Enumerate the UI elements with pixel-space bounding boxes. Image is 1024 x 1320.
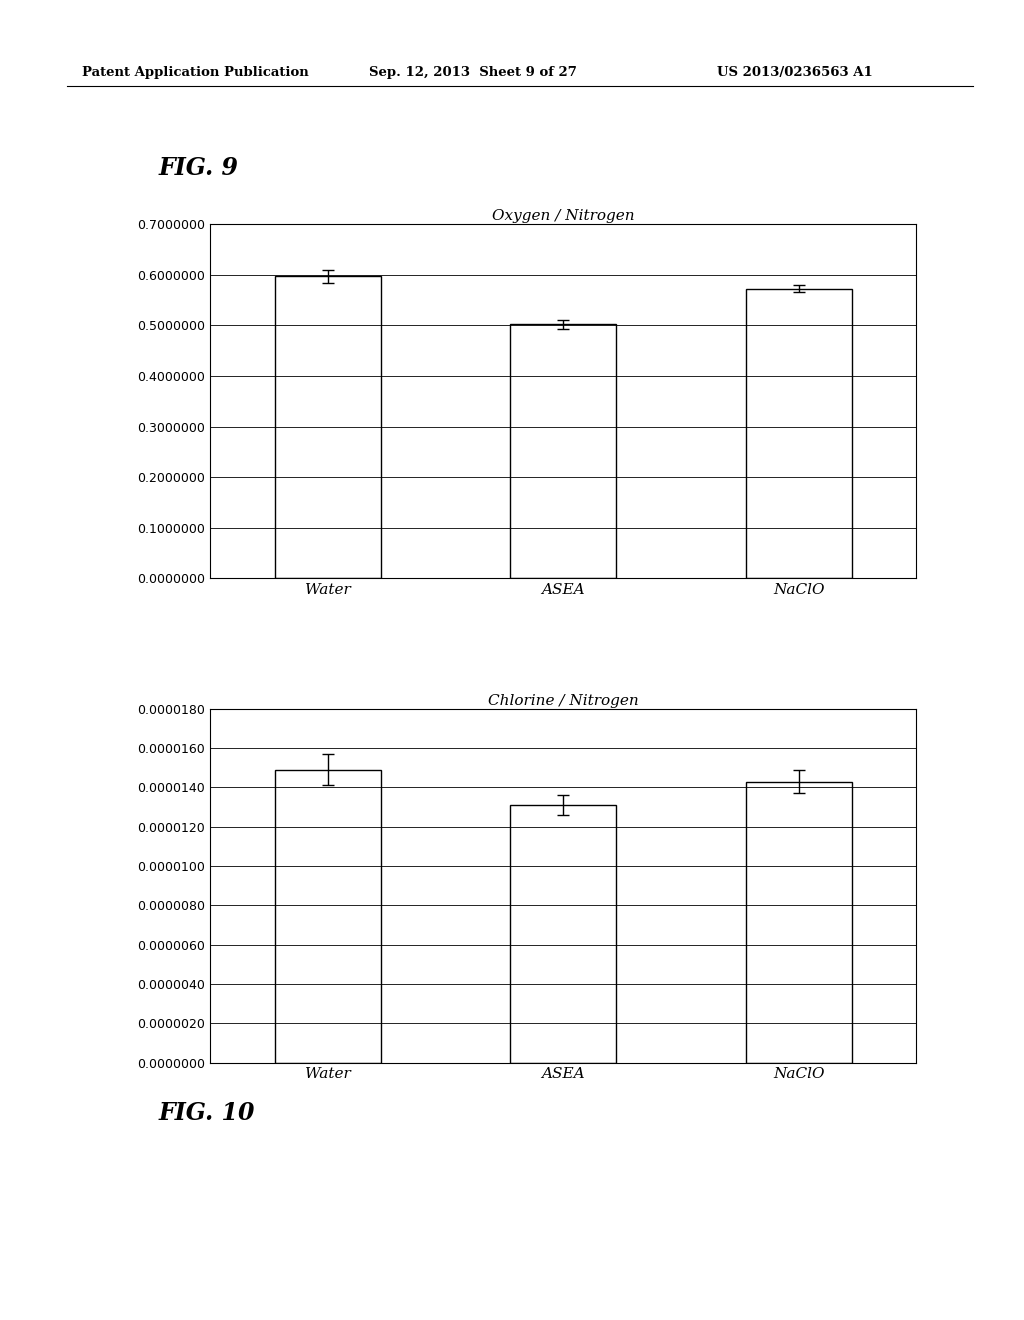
Title: Chlorine / Nitrogen: Chlorine / Nitrogen (487, 694, 639, 708)
Text: FIG. 9: FIG. 9 (159, 156, 239, 180)
Text: Sep. 12, 2013  Sheet 9 of 27: Sep. 12, 2013 Sheet 9 of 27 (369, 66, 577, 79)
Text: Patent Application Publication: Patent Application Publication (82, 66, 308, 79)
Text: US 2013/0236563 A1: US 2013/0236563 A1 (717, 66, 872, 79)
Bar (274, 276, 381, 578)
Bar (745, 781, 852, 1063)
Bar (745, 289, 852, 578)
Bar (510, 325, 616, 578)
Bar (510, 805, 616, 1063)
Text: FIG. 10: FIG. 10 (159, 1101, 255, 1125)
Bar (274, 770, 381, 1063)
Title: Oxygen / Nitrogen: Oxygen / Nitrogen (492, 210, 635, 223)
